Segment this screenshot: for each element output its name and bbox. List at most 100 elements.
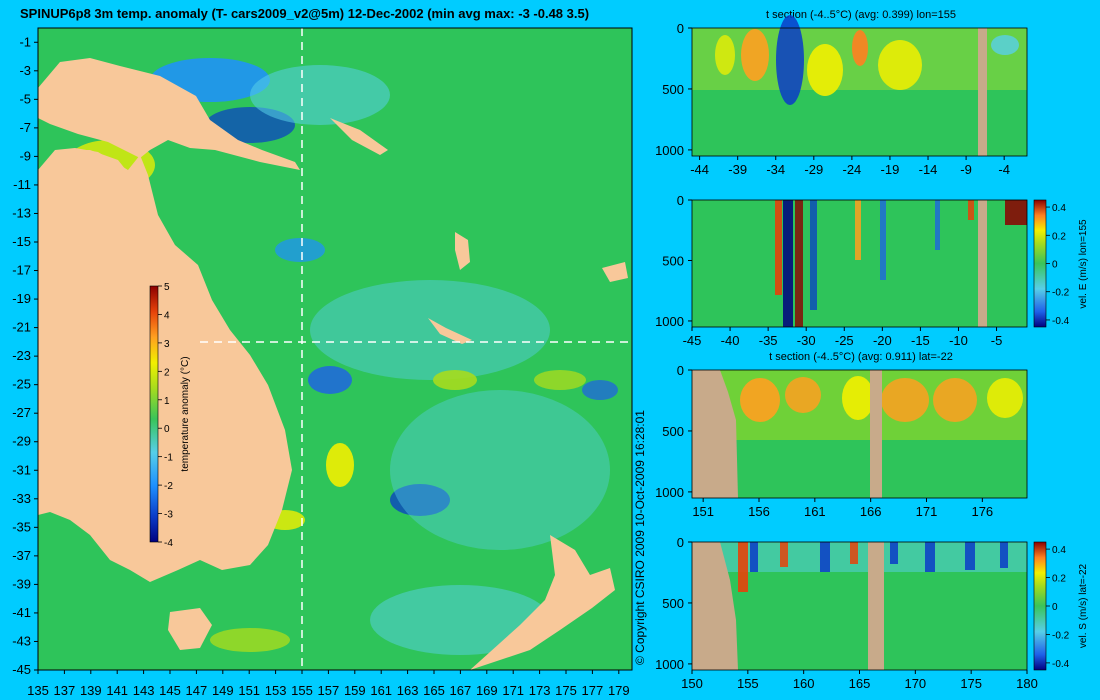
map-x-tick-label: 157 <box>318 683 340 698</box>
panel2-colorbar-label: vel. E (m/s) lon=155 <box>1078 219 1089 309</box>
panel1-x-tick-label: -29 <box>804 162 823 177</box>
panel3-y-tick-label: 1000 <box>655 485 684 500</box>
panel2-y-tick-label: 0 <box>677 193 684 208</box>
panel3-plot <box>691 369 1028 499</box>
map-x-tick-label: 153 <box>265 683 287 698</box>
panel1-title: t section (-4..5°C) (avg: 0.399) lon=155 <box>766 9 956 21</box>
panel2-axes: -45 -40 -35 -30 -25 -20 -15 -10 -5 0 500 1000 <box>655 193 1002 348</box>
map-y-tick-label: -25 <box>12 377 31 392</box>
panel1-x-tick-label: -24 <box>842 162 861 177</box>
panel4-land <box>692 542 738 670</box>
panel2-x-tick-label: -40 <box>721 333 740 348</box>
panel4-colorbar-ticks: 0.4 0.2 0 -0.2 -0.4 <box>1046 545 1070 670</box>
panel4-x-tick-label: 155 <box>737 676 759 691</box>
map-eddy <box>370 585 550 655</box>
panel1-x-tick-label: -39 <box>728 162 747 177</box>
panel4-x-tick-label: 160 <box>793 676 815 691</box>
panel3-title: t section (-4..5°C) (avg: 0.911) lat=-22 <box>769 351 953 363</box>
map-eddy <box>326 443 354 487</box>
map-y-tick-label: -3 <box>19 63 31 78</box>
map-colorbar-tick-label: -4 <box>164 538 173 549</box>
map-colorbar-tick-label: -2 <box>164 481 173 492</box>
panel2-band <box>775 200 782 295</box>
map-eddy <box>250 65 390 125</box>
map-colorbar-tick-label: 5 <box>164 282 170 293</box>
map-x-tick-label: 147 <box>186 683 208 698</box>
map-x-tick-label: 169 <box>476 683 498 698</box>
panel3-x-tick-label: 171 <box>916 504 938 519</box>
panel4-band <box>890 542 898 564</box>
map-eddy <box>310 280 550 380</box>
panel3-land <box>870 370 882 498</box>
map-y-tick-label: -13 <box>12 205 31 220</box>
panel3-warm-core <box>933 378 977 422</box>
map-x-tick-label: 171 <box>502 683 524 698</box>
panel1-x-tick-label: -34 <box>766 162 785 177</box>
panel1-plot <box>691 15 1028 157</box>
map-colorbar-tick-label: 4 <box>164 310 170 321</box>
panel2-plot <box>691 199 1028 328</box>
panel4-colorbar-tick-label: 0.2 <box>1052 574 1066 585</box>
map-y-tick-label: -9 <box>19 148 31 163</box>
panel2-x-tick-label: -30 <box>797 333 816 348</box>
temperature-anomaly-map <box>38 28 632 670</box>
map-y-tick-label: -17 <box>12 263 31 278</box>
panel2-x-tick-label: -25 <box>835 333 854 348</box>
panel3-warm-core <box>740 378 780 422</box>
panel4-band <box>780 542 788 567</box>
land-solomon-islands <box>330 118 388 155</box>
panel4-colorbar-label: vel. S (m/s) lat=-22 <box>1078 563 1089 648</box>
map-eddy <box>275 238 325 262</box>
map-eddy <box>210 628 290 652</box>
map-eddy <box>433 370 477 390</box>
panel2-band <box>810 200 817 310</box>
map-x-tick-label: 135 <box>27 683 49 698</box>
map-colorbar-gradient <box>149 285 159 543</box>
panel2-frame <box>691 199 1028 328</box>
panel3-y-tick-label: 0 <box>677 363 684 378</box>
panel4-band <box>1000 542 1008 568</box>
panel2-x-tick-label: -35 <box>759 333 778 348</box>
panel4-x-tick-label: 175 <box>960 676 982 691</box>
panel2-colorbar-tick-label: 0.2 <box>1052 231 1066 242</box>
panel4-y-tick-label: 500 <box>662 596 684 611</box>
map-colorbar-label: temperature anomaly (°C) <box>180 356 191 471</box>
map-y-tick-label: -5 <box>19 91 31 106</box>
map-frame <box>37 27 633 671</box>
panel4-band <box>850 542 858 564</box>
map-y-tick-label: -45 <box>12 662 31 677</box>
panel4-plot <box>691 541 1028 671</box>
map-x-tick-label: 163 <box>397 683 419 698</box>
panel1-x-tick-label: -9 <box>960 162 972 177</box>
map-eddy <box>582 380 618 400</box>
panel2-y-tick-label: 1000 <box>655 314 684 329</box>
panel2-colorbar-tick-label: -0.4 <box>1052 316 1070 327</box>
panel3-x-tick-label: 166 <box>860 504 882 519</box>
panel4-x-tick-label: 165 <box>849 676 871 691</box>
land-new-guinea <box>38 58 300 170</box>
panel4-band <box>750 542 758 572</box>
map-y-tick-label: -39 <box>12 576 31 591</box>
map-x-tick-label: 175 <box>555 683 577 698</box>
panel1-cool-core <box>991 35 1019 55</box>
map-eddy <box>308 366 352 394</box>
panel3-warm-core <box>785 377 821 413</box>
panel3-x-tick-label: 151 <box>692 504 714 519</box>
map-y-tick-label: -7 <box>19 120 31 135</box>
map-y-tick-label: -21 <box>12 320 31 335</box>
land-australia <box>38 148 292 582</box>
panel1-cold-core <box>776 15 804 105</box>
land-tasmania <box>168 608 212 650</box>
panel1-y-tick-label: 1000 <box>655 143 684 158</box>
panel4-colorbar-tick-label: -0.2 <box>1052 630 1070 641</box>
panel4-y-tick-label: 1000 <box>655 657 684 672</box>
map-x-tick-label: 141 <box>106 683 128 698</box>
panel3-x-tick-label: 156 <box>748 504 770 519</box>
map-colorbar-ticks: 5 4 3 2 1 0 -1 -2 -3 -4 <box>158 282 173 549</box>
panel2-land <box>978 200 987 327</box>
map-x-tick-label: 143 <box>133 683 155 698</box>
figure-title: SPINUP6p8 3m temp. anomaly (T- cars2009_… <box>20 6 589 21</box>
panel1-warm-core <box>852 30 868 66</box>
